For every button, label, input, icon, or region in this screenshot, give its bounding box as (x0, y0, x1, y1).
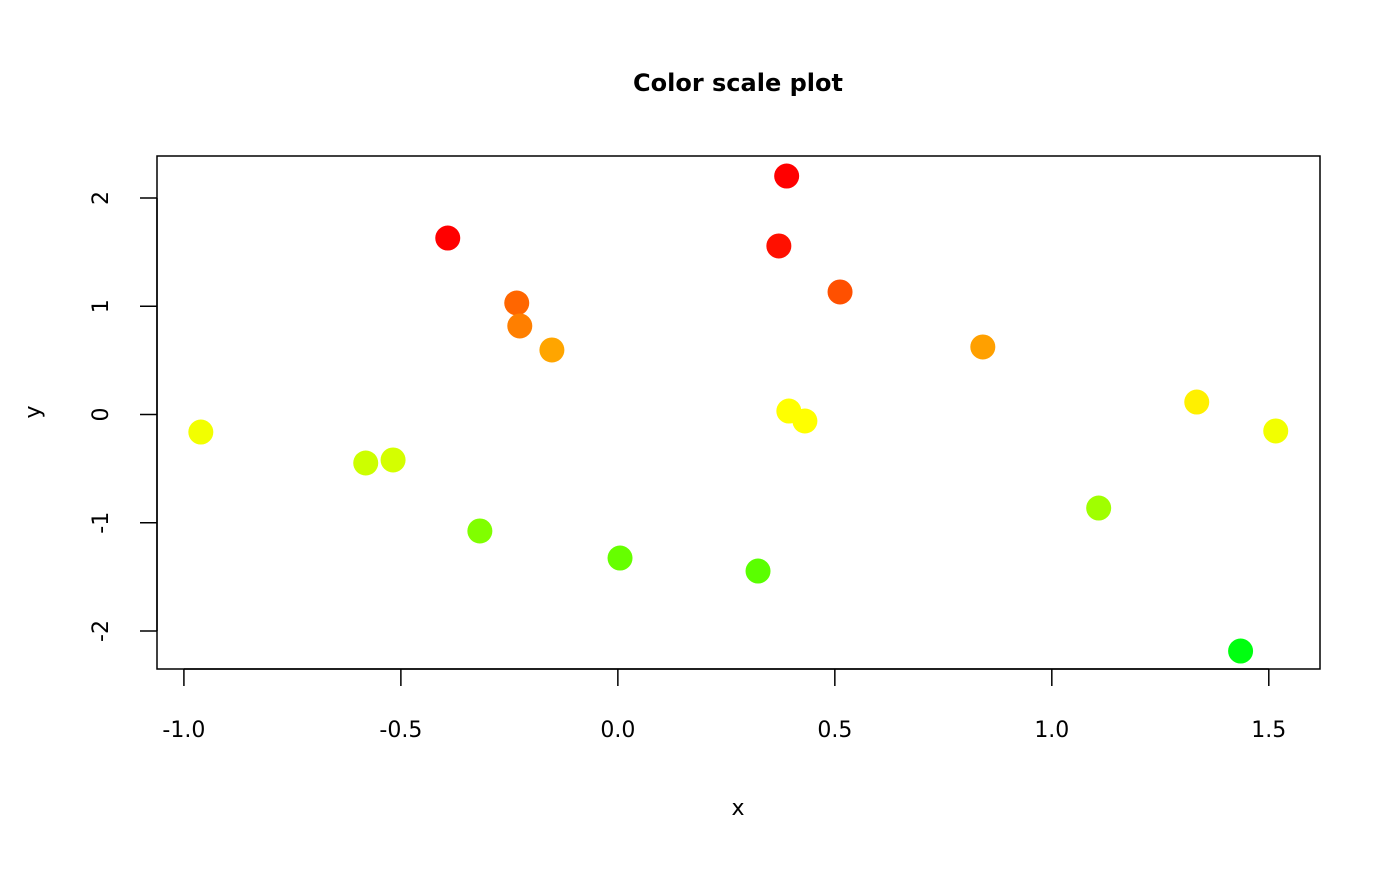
y-tick-label: 0 (89, 408, 114, 422)
data-point (1263, 418, 1289, 444)
data-point (745, 558, 771, 584)
data-point (435, 225, 461, 251)
data-point (188, 419, 214, 445)
x-tick-label: 1.0 (1034, 718, 1069, 743)
y-axis: -2 -1 0 1 2 (89, 191, 158, 642)
x-tick-label: -0.5 (379, 718, 422, 743)
y-axis-label: y (21, 405, 46, 418)
x-axis-label: x (731, 796, 744, 821)
data-point (467, 518, 493, 544)
data-point (792, 408, 818, 434)
data-point (1184, 389, 1210, 415)
data-point (504, 290, 530, 316)
data-point (353, 450, 379, 476)
data-point (766, 233, 792, 259)
plot-frame (156, 155, 1321, 670)
y-tick-label: 1 (89, 299, 114, 313)
x-tick-label: 0.0 (600, 718, 635, 743)
data-point (380, 447, 406, 473)
x-tick-label: 0.5 (817, 718, 852, 743)
data-point (539, 337, 565, 363)
data-point (970, 334, 996, 360)
data-point (774, 163, 800, 189)
y-tick-label: -2 (89, 620, 114, 642)
data-point (1228, 638, 1254, 664)
data-point (607, 545, 633, 571)
y-tick-label: -1 (89, 512, 114, 534)
x-tick-label: -1.0 (162, 718, 205, 743)
points-layer (188, 163, 1289, 664)
x-axis: -1.0 -0.5 0.0 0.5 1.0 1.5 (162, 668, 1286, 743)
chart-title: Color scale plot (633, 69, 843, 97)
data-point (1086, 495, 1112, 521)
data-point (827, 279, 853, 305)
y-tick-label: 2 (89, 191, 114, 205)
x-tick-label: 1.5 (1251, 718, 1286, 743)
data-point (507, 313, 533, 339)
